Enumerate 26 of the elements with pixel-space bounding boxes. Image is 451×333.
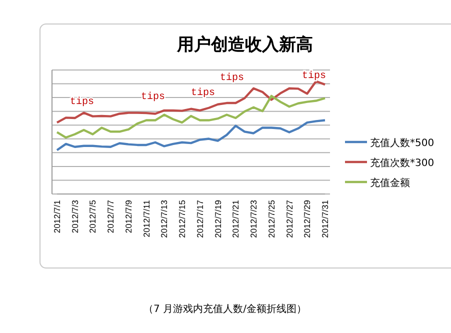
legend-label: 充值人数*500	[370, 137, 434, 149]
x-tick-label: 2012/7/21	[230, 200, 241, 238]
x-tick-label: 2012/7/29	[302, 200, 312, 238]
annotation: tips	[302, 70, 326, 82]
annotation: tips	[190, 87, 216, 99]
x-tick-label: 2012/7/27	[284, 200, 294, 238]
annotation: tips	[220, 72, 244, 84]
x-tick-label: 2012/7/5	[88, 200, 98, 234]
x-tick-label: 2012/7/11	[141, 200, 152, 238]
legend-label: 充值次数*300	[370, 157, 434, 169]
x-tick-label: 2012/7/17	[194, 200, 205, 238]
annotation: tips	[140, 91, 166, 103]
text: （7 月游戏内充值人数/金额折线图）	[144, 303, 306, 315]
x-tick-label: 2012/7/7	[106, 200, 116, 234]
x-tick-label: 2012/7/15	[177, 200, 188, 238]
annotation: tips	[70, 96, 94, 108]
x-tick-label: 2012/7/23	[248, 200, 259, 238]
x-tick-label: 2012/7/19	[212, 200, 223, 238]
x-tick-label: 2012/7/9	[123, 200, 134, 234]
x-tick-label: 2012/7/13	[159, 200, 170, 238]
x-tick-label: 2012/7/1	[52, 200, 62, 234]
x-tick-label: 2012/7/3	[70, 200, 80, 234]
x-tick-label: 2012/7/31	[320, 200, 330, 238]
x-tick-label: 2012/7/25	[266, 200, 276, 238]
chart-title: 用户创造收入新高	[176, 35, 313, 55]
legend-label: 充值金额	[370, 177, 410, 189]
